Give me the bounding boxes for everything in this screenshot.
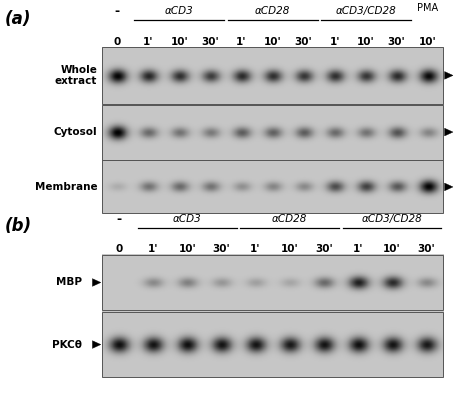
Text: αCD3/CD28: αCD3/CD28 xyxy=(335,6,396,16)
Text: 10': 10' xyxy=(264,37,282,47)
Text: 30': 30' xyxy=(201,37,219,47)
Text: (a): (a) xyxy=(5,10,31,28)
Text: 30': 30' xyxy=(315,244,333,254)
Text: MBP: MBP xyxy=(56,277,82,288)
Text: 30': 30' xyxy=(388,37,406,47)
Text: 10': 10' xyxy=(178,244,196,254)
Text: 1': 1' xyxy=(250,244,261,254)
Text: 1': 1' xyxy=(353,244,363,254)
Polygon shape xyxy=(445,128,453,136)
Text: αCD28: αCD28 xyxy=(272,214,307,224)
Text: 0: 0 xyxy=(114,37,121,47)
Text: Membrane: Membrane xyxy=(35,182,97,192)
Text: Whole
extract: Whole extract xyxy=(55,65,97,86)
Text: 10': 10' xyxy=(383,244,401,254)
Text: 1': 1' xyxy=(329,37,340,47)
Polygon shape xyxy=(445,71,453,79)
Text: 30': 30' xyxy=(417,244,435,254)
Text: 0: 0 xyxy=(115,244,123,254)
Bar xyxy=(102,160,443,213)
Text: αCD28: αCD28 xyxy=(255,6,290,16)
Text: (b): (b) xyxy=(5,217,32,235)
Text: 1': 1' xyxy=(236,37,247,47)
Bar xyxy=(102,255,443,310)
Text: -: - xyxy=(115,5,120,18)
Text: 10': 10' xyxy=(357,37,374,47)
Text: αCD3: αCD3 xyxy=(165,6,194,16)
Text: 10': 10' xyxy=(281,244,299,254)
Polygon shape xyxy=(92,279,101,286)
Text: 10': 10' xyxy=(171,37,188,47)
Text: 10': 10' xyxy=(419,37,437,47)
Bar xyxy=(102,105,443,160)
Bar xyxy=(102,312,443,377)
Text: PKCθ: PKCθ xyxy=(52,340,82,350)
Bar xyxy=(102,47,443,104)
Text: 30': 30' xyxy=(295,37,312,47)
Text: Cytosol: Cytosol xyxy=(54,127,97,137)
Polygon shape xyxy=(92,341,101,348)
Text: 1': 1' xyxy=(143,37,154,47)
Text: 1': 1' xyxy=(148,244,158,254)
Text: αCD3/CD28: αCD3/CD28 xyxy=(362,214,422,224)
Polygon shape xyxy=(445,183,453,191)
Text: PMA: PMA xyxy=(417,3,438,13)
Text: -: - xyxy=(117,213,121,226)
Text: 30': 30' xyxy=(212,244,230,254)
Text: αCD3: αCD3 xyxy=(173,214,201,224)
